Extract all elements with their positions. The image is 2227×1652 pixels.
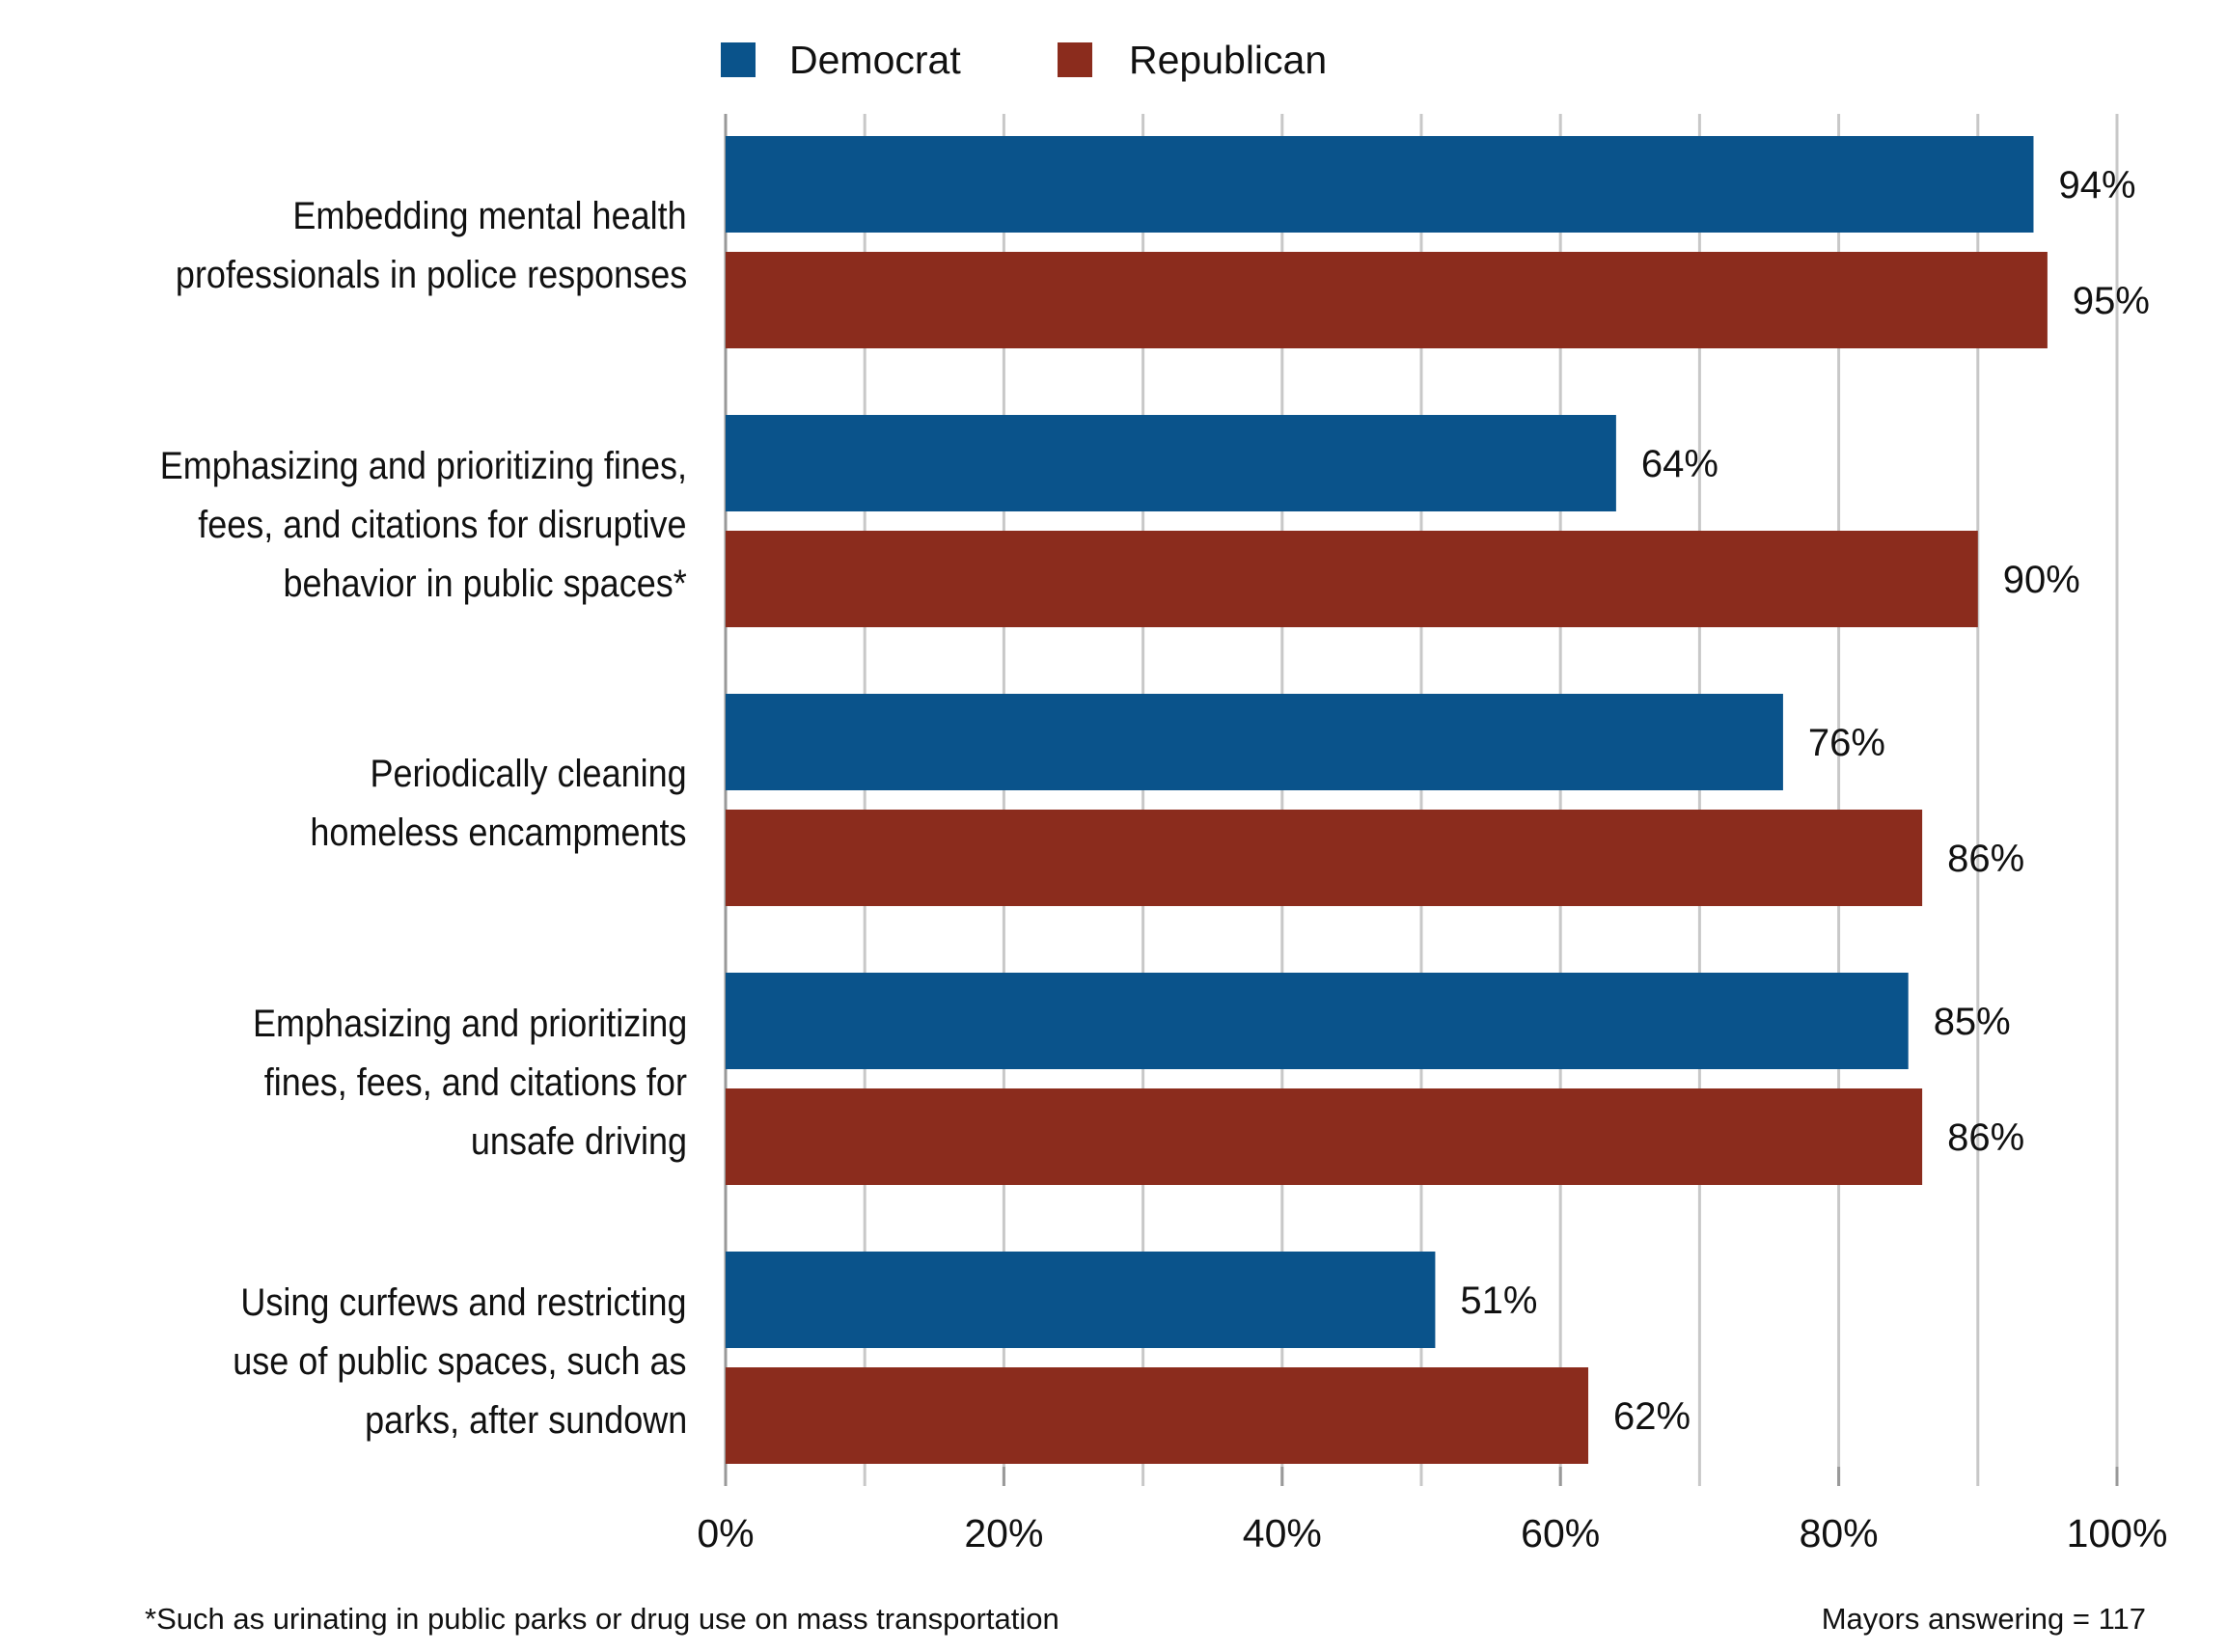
category-label-2: Emphasizing and prioritizing fines, bbox=[159, 444, 687, 487]
category-label-3: homeless encampments bbox=[310, 812, 687, 854]
bars bbox=[726, 136, 2048, 1464]
bar-republican-2 bbox=[726, 531, 1978, 627]
category-label-1: Embedding mental health bbox=[292, 195, 687, 237]
data-label-republican-3: 86% bbox=[1947, 838, 2024, 880]
bar-democrat-3 bbox=[726, 694, 1783, 790]
category-label-2: behavior in public spaces* bbox=[283, 562, 687, 605]
data-label-republican-1: 95% bbox=[2073, 280, 2150, 322]
bar-republican-1 bbox=[726, 252, 2048, 348]
data-label-democrat-3: 76% bbox=[1808, 722, 1885, 764]
x-tick-label: 60% bbox=[1521, 1511, 1600, 1556]
bar-democrat-1 bbox=[726, 136, 2034, 233]
sample-size-note: Mayors answering = 117 bbox=[1821, 1602, 2146, 1636]
category-label-5: Using curfews and restricting bbox=[240, 1280, 687, 1324]
data-label-republican-5: 62% bbox=[1613, 1395, 1691, 1438]
data-label-democrat-2: 64% bbox=[1641, 443, 1718, 485]
category-label-5: use of public spaces, such as bbox=[233, 1339, 687, 1383]
footnote: *Such as urinating in public parks or dr… bbox=[145, 1602, 1059, 1636]
category-label-2: fees, and citations for disruptive bbox=[198, 503, 687, 546]
data-labels: 94% 95% 64% 90% 76% 86% 85% 86% 51% 62% bbox=[1460, 164, 2150, 1438]
bar-republican-3 bbox=[726, 810, 1923, 906]
data-label-democrat-5: 51% bbox=[1460, 1280, 1537, 1322]
category-label-4: unsafe driving bbox=[470, 1119, 687, 1163]
x-tick-label: 80% bbox=[1800, 1511, 1879, 1556]
x-tick-label: 0% bbox=[697, 1511, 754, 1556]
bar-republican-4 bbox=[726, 1088, 1923, 1185]
bar-democrat-4 bbox=[726, 973, 1909, 1069]
data-label-democrat-4: 85% bbox=[1934, 1001, 2011, 1043]
bar-democrat-5 bbox=[726, 1252, 1436, 1348]
bar-democrat-2 bbox=[726, 415, 1616, 511]
data-label-democrat-1: 94% bbox=[2058, 164, 2135, 206]
data-label-republican-2: 90% bbox=[2003, 559, 2080, 601]
category-label-4: fines, fees, and citations for bbox=[263, 1060, 687, 1104]
legend-label-democrat: Democrat bbox=[789, 38, 961, 82]
legend: Democrat Republican bbox=[721, 38, 1327, 82]
category-label-4: Emphasizing and prioritizing bbox=[252, 1002, 687, 1045]
data-label-republican-4: 86% bbox=[1947, 1116, 2024, 1159]
category-label-3: Periodically cleaning bbox=[370, 753, 687, 795]
x-tick-label: 40% bbox=[1243, 1511, 1322, 1556]
x-tick-label: 20% bbox=[964, 1511, 1043, 1556]
x-axis-ticks: 0% 20% 40% 60% 80% 100% bbox=[697, 1467, 2167, 1556]
category-label-5: parks, after sundown bbox=[364, 1398, 687, 1442]
category-label-1: professionals in police responses bbox=[175, 254, 687, 296]
x-tick-label: 100% bbox=[2067, 1511, 2168, 1556]
legend-swatch-republican bbox=[1058, 42, 1092, 77]
bar-republican-5 bbox=[726, 1367, 1589, 1464]
legend-swatch-democrat bbox=[721, 42, 756, 77]
legend-label-republican: Republican bbox=[1129, 38, 1327, 82]
